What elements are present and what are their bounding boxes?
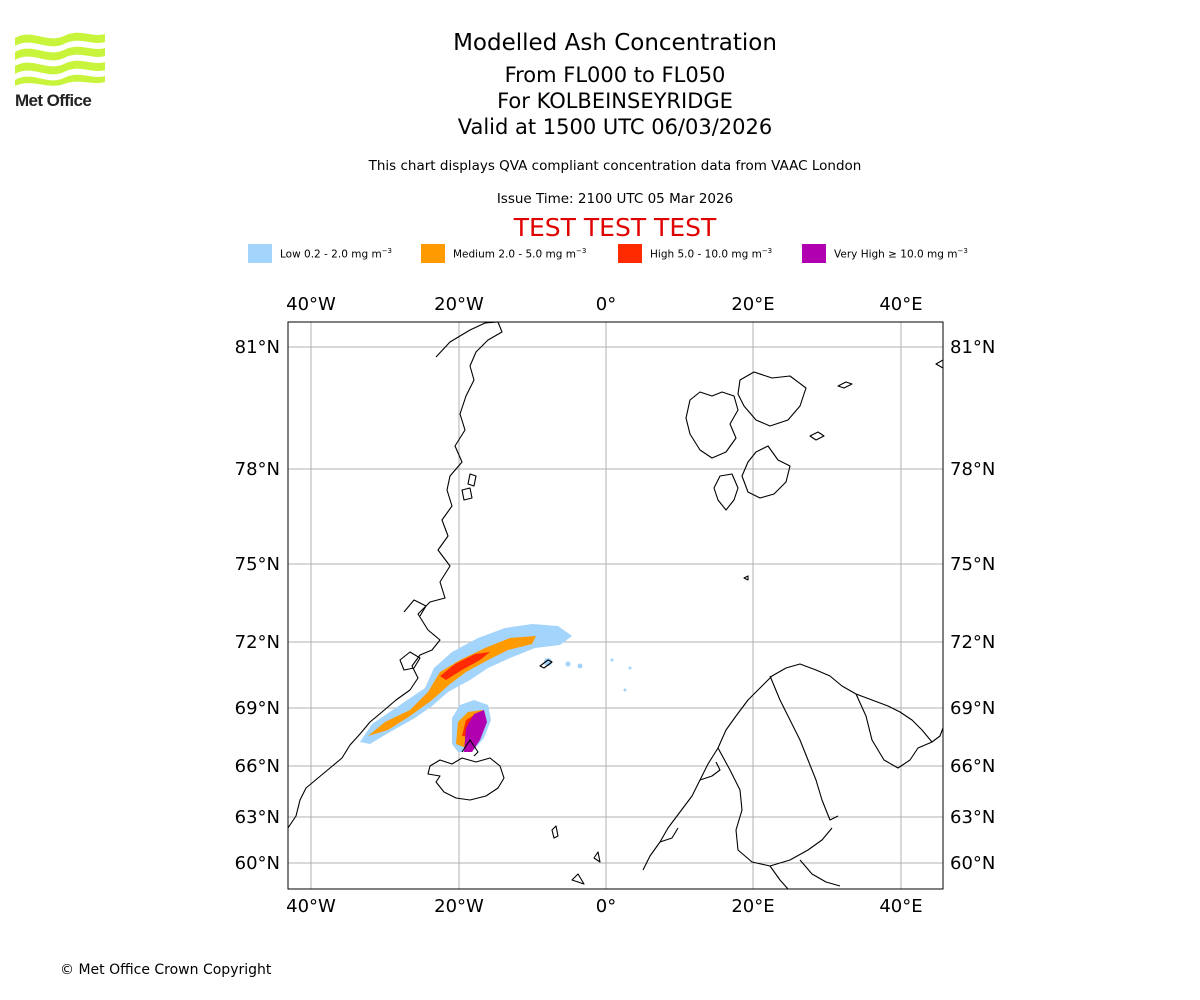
chart-description: This chart displays QVA compliant concen… — [368, 158, 862, 174]
lon-label: 20°W — [434, 294, 484, 315]
latitude-labels-left: 81°N 78°N 75°N 72°N 69°N 66°N 63°N 60°N — [235, 337, 280, 874]
flight-level-range: From FL000 to FL050 — [504, 63, 726, 87]
lat-label: 69°N — [950, 698, 995, 719]
legend-swatch-very-high — [802, 244, 826, 263]
lon-label: 20°W — [434, 896, 484, 917]
lon-label: 0° — [596, 294, 616, 315]
lon-label: 40°E — [879, 896, 922, 917]
concentration-legend: Low 0.2 - 2.0 mg m−3 Medium 2.0 - 5.0 mg… — [0, 244, 1200, 264]
legend-swatch-low — [248, 244, 272, 263]
lon-label: 20°E — [731, 294, 774, 315]
lat-label: 72°N — [950, 632, 995, 653]
lat-label: 60°N — [235, 853, 280, 874]
lat-label: 81°N — [950, 337, 995, 358]
lon-label: 40°W — [286, 294, 336, 315]
volcano-location: For KOLBEINSEYRIDGE — [497, 89, 733, 113]
legend-swatch-medium — [421, 244, 445, 263]
longitude-labels-bottom: 40°W 20°W 0° 20°E 40°E — [286, 896, 922, 917]
longitude-labels-top: 40°W 20°W 0° 20°E 40°E — [286, 294, 922, 315]
lat-label: 69°N — [235, 698, 280, 719]
lon-label: 0° — [596, 896, 616, 917]
legend-swatch-high — [618, 244, 642, 263]
lon-label: 40°W — [286, 896, 336, 917]
met-office-logo-icon — [15, 32, 105, 86]
valid-time: Valid at 1500 UTC 06/03/2026 — [457, 115, 773, 139]
lat-label: 60°N — [950, 853, 995, 874]
legend-label-very-high: Very High ≥ 10.0 mg m−3 — [834, 247, 968, 261]
coastlines — [288, 322, 943, 889]
legend-label-medium: Medium 2.0 - 5.0 mg m−3 — [453, 247, 587, 261]
lat-label: 63°N — [235, 807, 280, 828]
lat-label: 75°N — [950, 554, 995, 575]
lon-label: 20°E — [731, 896, 774, 917]
logo-text: Met Office — [15, 91, 92, 110]
map-frame — [287, 321, 944, 890]
ash-plume-very-high — [464, 710, 487, 752]
lat-label: 66°N — [235, 756, 280, 777]
issue-time: Issue Time: 2100 UTC 05 Mar 2026 — [496, 191, 734, 207]
copyright-notice: © Met Office Crown Copyright — [60, 962, 272, 978]
lon-label: 40°E — [879, 294, 922, 315]
lat-label: 75°N — [235, 554, 280, 575]
chart-title: Modelled Ash Concentration — [453, 30, 777, 56]
lat-label: 78°N — [950, 459, 995, 480]
ash-plume-low — [360, 624, 632, 752]
legend-label-high: High 5.0 - 10.0 mg m−3 — [650, 247, 773, 261]
latitude-labels-right: 81°N 78°N 75°N 72°N 69°N 66°N 63°N 60°N — [950, 337, 995, 874]
map-gridlines — [288, 322, 943, 889]
legend-label-low: Low 0.2 - 2.0 mg m−3 — [280, 247, 393, 261]
test-banner: TEST TEST TEST — [513, 213, 717, 242]
lat-label: 72°N — [235, 632, 280, 653]
lat-label: 63°N — [950, 807, 995, 828]
lat-label: 81°N — [235, 337, 280, 358]
lat-label: 66°N — [950, 756, 995, 777]
lat-label: 78°N — [235, 459, 280, 480]
